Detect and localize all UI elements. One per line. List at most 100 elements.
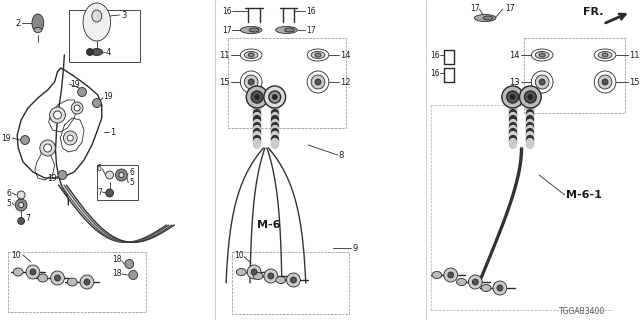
Bar [97, 165, 138, 200]
Circle shape [524, 91, 536, 103]
Bar [8, 252, 146, 312]
Text: 19: 19 [70, 79, 80, 89]
Ellipse shape [602, 53, 608, 57]
Text: 3: 3 [122, 11, 127, 20]
Text: 7: 7 [97, 188, 102, 196]
Circle shape [54, 111, 61, 119]
Text: 11: 11 [628, 51, 639, 60]
Circle shape [15, 199, 27, 211]
Circle shape [125, 260, 134, 268]
Text: 10: 10 [12, 251, 21, 260]
Ellipse shape [276, 27, 298, 34]
Text: 5: 5 [129, 178, 134, 187]
Circle shape [92, 99, 101, 108]
Text: 19: 19 [47, 173, 58, 182]
Circle shape [54, 275, 60, 281]
Circle shape [119, 172, 124, 178]
Circle shape [269, 91, 281, 103]
Bar [69, 10, 140, 62]
Ellipse shape [34, 28, 42, 33]
Text: 14: 14 [340, 51, 350, 60]
Circle shape [540, 79, 545, 85]
Text: 2: 2 [16, 19, 21, 28]
Circle shape [595, 71, 616, 93]
Circle shape [246, 86, 268, 108]
Circle shape [18, 218, 24, 225]
Ellipse shape [83, 3, 111, 41]
Circle shape [264, 269, 278, 283]
Text: 10: 10 [234, 251, 244, 260]
Circle shape [30, 269, 36, 275]
Ellipse shape [32, 14, 44, 32]
Circle shape [528, 94, 533, 100]
Text: 19: 19 [2, 133, 12, 142]
Ellipse shape [598, 52, 612, 59]
Text: 15: 15 [628, 77, 639, 86]
Text: 18: 18 [112, 268, 122, 277]
Text: 9: 9 [353, 244, 358, 252]
Circle shape [502, 86, 524, 108]
Ellipse shape [92, 10, 102, 22]
Text: 6: 6 [97, 164, 102, 172]
Circle shape [80, 275, 94, 289]
Text: 18: 18 [112, 255, 122, 265]
Bar [228, 38, 346, 128]
Circle shape [315, 79, 321, 85]
Ellipse shape [311, 52, 325, 59]
Circle shape [493, 281, 507, 295]
Ellipse shape [432, 271, 442, 278]
Circle shape [520, 86, 541, 108]
Ellipse shape [13, 268, 23, 276]
Text: 4: 4 [106, 47, 111, 57]
Circle shape [51, 271, 65, 285]
Ellipse shape [481, 284, 491, 292]
Circle shape [507, 91, 518, 103]
Ellipse shape [38, 274, 47, 282]
Text: 8: 8 [339, 150, 344, 159]
Text: 19: 19 [104, 92, 113, 100]
Text: 16: 16 [306, 6, 316, 15]
Circle shape [248, 79, 254, 85]
Text: 5: 5 [6, 198, 12, 207]
Ellipse shape [91, 49, 102, 55]
Ellipse shape [535, 52, 549, 59]
Text: 6: 6 [6, 188, 12, 197]
Circle shape [264, 86, 285, 108]
Text: 14: 14 [509, 51, 520, 60]
Text: 7: 7 [25, 213, 30, 222]
Ellipse shape [315, 53, 321, 57]
Circle shape [268, 273, 274, 279]
Circle shape [598, 75, 612, 89]
Circle shape [251, 91, 263, 103]
Circle shape [272, 94, 277, 100]
Bar [232, 252, 349, 314]
Ellipse shape [456, 278, 467, 285]
Ellipse shape [276, 276, 285, 284]
Circle shape [20, 135, 29, 145]
Circle shape [255, 94, 259, 100]
Circle shape [67, 135, 73, 141]
Circle shape [251, 269, 257, 275]
Circle shape [106, 189, 113, 197]
Ellipse shape [253, 273, 263, 279]
Circle shape [287, 273, 300, 287]
Ellipse shape [285, 28, 294, 32]
Circle shape [74, 105, 80, 111]
Ellipse shape [241, 27, 262, 34]
Text: 6: 6 [129, 167, 134, 177]
Circle shape [26, 265, 40, 279]
Circle shape [497, 285, 503, 291]
Text: 1: 1 [109, 127, 115, 137]
Text: 17: 17 [470, 4, 480, 12]
Circle shape [244, 75, 258, 89]
Circle shape [241, 71, 262, 93]
Circle shape [311, 75, 325, 89]
Circle shape [535, 75, 549, 89]
Text: 16: 16 [430, 68, 440, 77]
Ellipse shape [307, 49, 329, 61]
Text: 16: 16 [222, 6, 232, 15]
Text: FR.: FR. [584, 7, 604, 17]
Circle shape [77, 87, 86, 97]
Text: 17: 17 [306, 26, 316, 35]
Circle shape [115, 169, 127, 181]
